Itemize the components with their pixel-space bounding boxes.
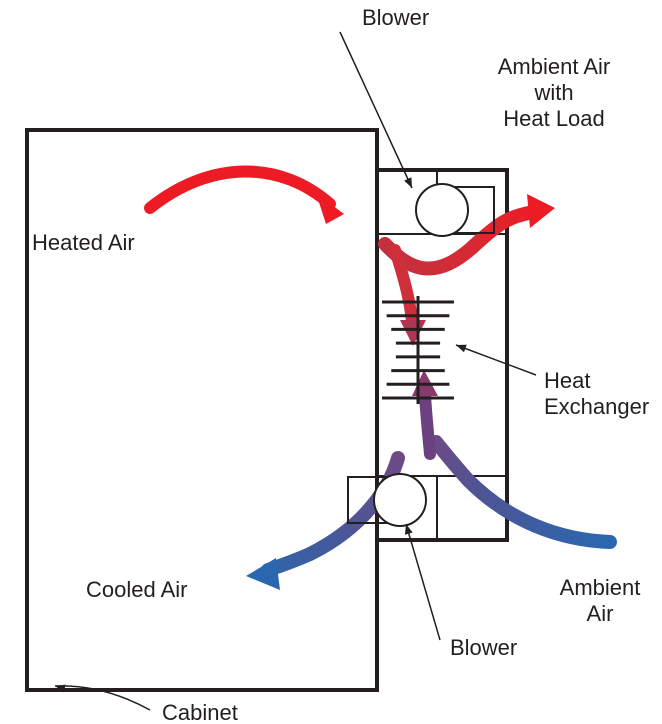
label-blower-top: Blower — [362, 5, 429, 30]
flow-cold-up — [425, 394, 430, 454]
label-heated-air: Heated Air — [32, 230, 135, 255]
label-hx-2: Exchanger — [544, 394, 649, 419]
label-ambient-in-1: Ambient — [560, 575, 641, 600]
label-ambient-out-2: with — [533, 80, 573, 105]
label-ambient-in-2: Air — [587, 601, 614, 626]
label-cooled-air: Cooled Air — [86, 577, 188, 602]
label-blower-bottom: Blower — [450, 635, 517, 660]
label-hx-1: Heat — [544, 368, 590, 393]
label-ambient-out-1: Ambient Air — [498, 54, 611, 79]
label-ambient-out-3: Heat Load — [503, 106, 605, 131]
label-cabinet: Cabinet — [162, 700, 238, 724]
